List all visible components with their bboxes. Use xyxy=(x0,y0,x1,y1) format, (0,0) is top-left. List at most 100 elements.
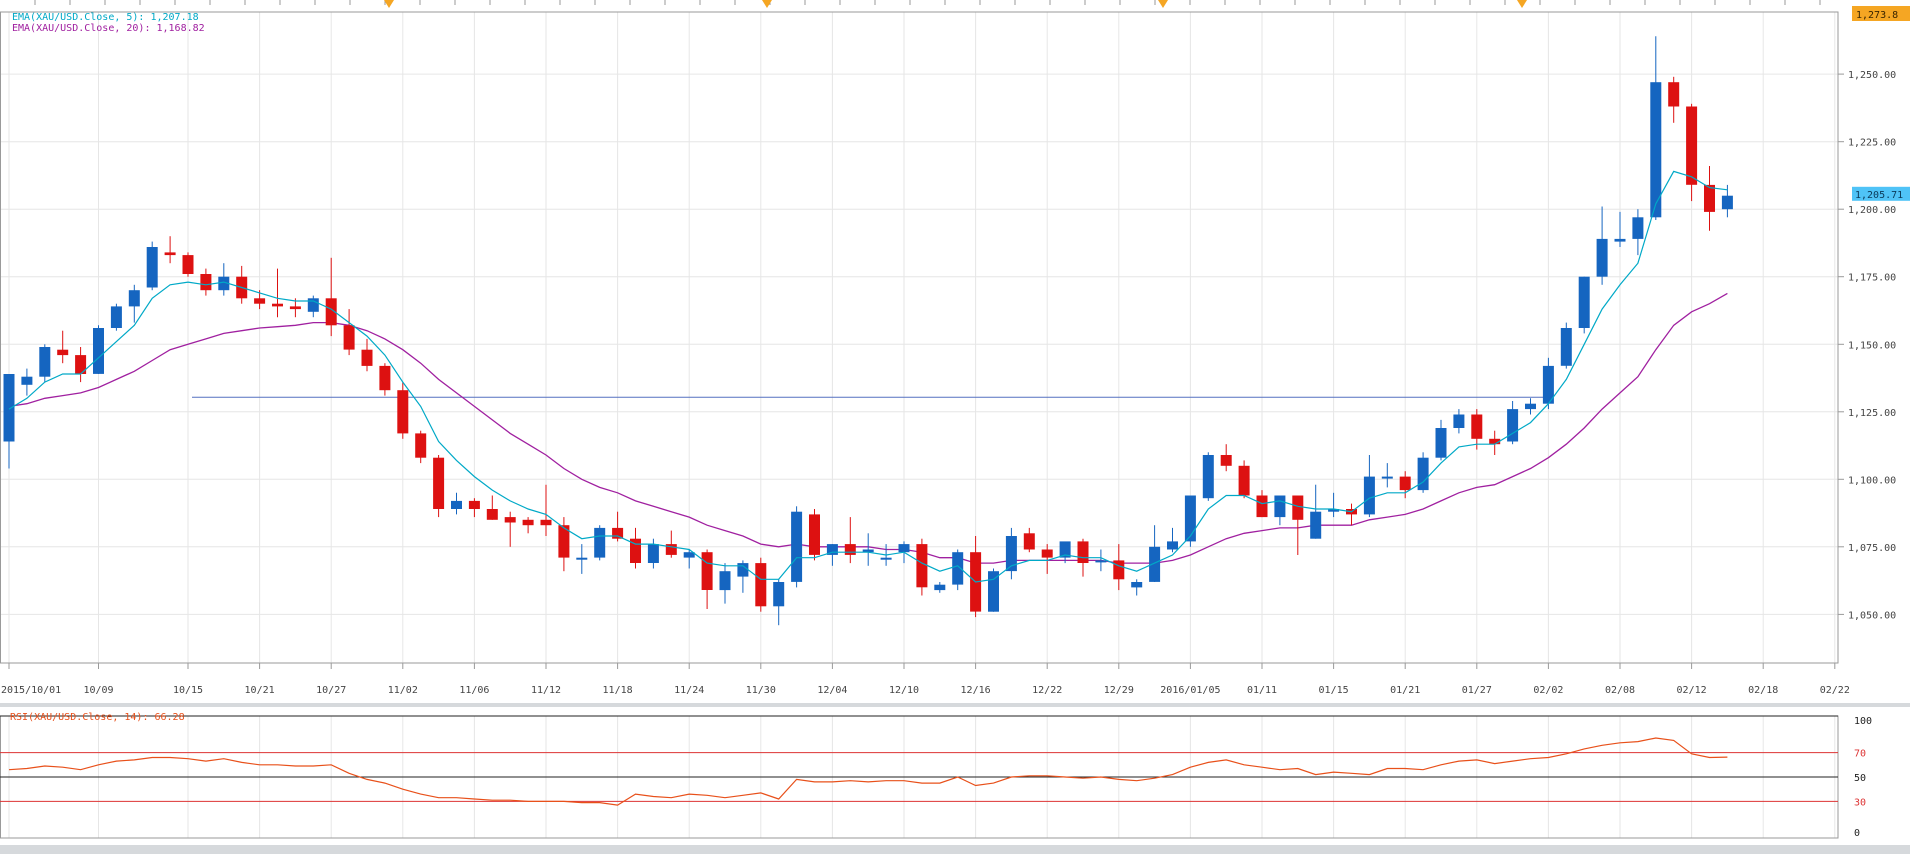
candle-body xyxy=(1668,82,1680,107)
candle-body xyxy=(1417,457,1429,491)
candle-body xyxy=(1149,546,1161,582)
candle-body xyxy=(665,544,677,555)
candle-body xyxy=(379,365,391,391)
candle-body xyxy=(594,527,606,558)
candle-17 xyxy=(307,295,319,318)
candle-body xyxy=(1686,106,1698,185)
candle-body xyxy=(1220,455,1232,466)
candle-body xyxy=(683,552,695,558)
candle-body xyxy=(988,571,999,612)
candle-body xyxy=(1650,82,1662,218)
candle-body xyxy=(307,298,319,312)
candle-body xyxy=(1131,582,1143,588)
candle-76 xyxy=(1363,455,1375,518)
candle-95 xyxy=(1704,166,1715,231)
candle-58 xyxy=(1041,544,1053,574)
candle-79 xyxy=(1417,452,1429,493)
candle-4 xyxy=(75,347,87,383)
candles-layer xyxy=(3,36,1733,626)
candle-body xyxy=(93,328,104,374)
candle-42 xyxy=(755,557,767,612)
candle-55 xyxy=(988,568,999,612)
candle-59 xyxy=(1059,541,1071,564)
candle-92 xyxy=(1650,36,1662,220)
candle-body xyxy=(809,514,820,555)
candle-body xyxy=(1041,549,1053,558)
candle-body xyxy=(898,544,910,553)
candle-body xyxy=(737,563,749,577)
candle-1 xyxy=(21,368,33,396)
candle-86 xyxy=(1542,357,1554,410)
candle-22 xyxy=(397,382,409,439)
rsi-line xyxy=(8,737,1728,806)
legend: EMA(XAU/USD.Close, 5): 1,207.18 EMA(XAU/… xyxy=(10,12,205,723)
candle-37 xyxy=(665,530,677,558)
candle-6 xyxy=(110,303,122,331)
candle-23 xyxy=(415,430,427,464)
candle-40 xyxy=(719,563,731,604)
candle-body xyxy=(146,247,158,288)
candle-36 xyxy=(647,538,659,569)
time-tick-label: 12/29 xyxy=(1104,685,1134,696)
candle-83 xyxy=(1489,430,1501,455)
candle-11 xyxy=(200,268,212,296)
legend-ema5: EMA(XAU/USD.Close, 5): 1,207.18 xyxy=(12,12,199,23)
candle-body xyxy=(39,347,51,377)
grid-layer xyxy=(0,12,1838,838)
candle-31 xyxy=(558,517,570,572)
candle-body xyxy=(361,349,373,366)
candle-63 xyxy=(1131,579,1143,596)
candle-body xyxy=(1489,438,1501,445)
candle-body xyxy=(1596,238,1608,277)
price-tick-label: 1,125.00 xyxy=(1848,408,1896,419)
candle-85 xyxy=(1525,398,1536,415)
candle-47 xyxy=(844,517,856,564)
candle-body xyxy=(1363,476,1375,515)
candle-body xyxy=(1095,560,1107,563)
time-tick-label: 11/06 xyxy=(459,685,489,696)
price-tick-label: 1,150.00 xyxy=(1848,340,1896,351)
candle-body xyxy=(1560,328,1572,366)
top-price-label: 1,273.8 xyxy=(1856,10,1898,21)
candle-35 xyxy=(630,527,641,569)
candle-13 xyxy=(236,265,248,304)
bottom-strip xyxy=(0,845,1910,854)
candle-body xyxy=(1721,195,1733,210)
candle-body xyxy=(1435,428,1447,458)
candle-89 xyxy=(1596,206,1608,285)
candle-body xyxy=(1310,511,1322,539)
candle-body xyxy=(110,306,122,328)
candle-80 xyxy=(1435,419,1447,461)
candle-66 xyxy=(1184,495,1196,547)
candle-body xyxy=(1507,409,1519,442)
candle-78 xyxy=(1399,471,1411,499)
rsi-axis-label: 70 xyxy=(1854,749,1866,760)
candle-body xyxy=(522,519,534,526)
time-tick-label: 10/21 xyxy=(245,685,275,696)
candle-body xyxy=(1632,217,1644,239)
candle-12 xyxy=(218,263,230,296)
candle-body xyxy=(397,390,409,434)
candle-body xyxy=(934,584,946,591)
candle-body xyxy=(1614,238,1626,242)
ema5-layer xyxy=(8,170,1728,583)
candle-body xyxy=(558,525,570,558)
candle-body xyxy=(647,544,659,563)
rsi-legend: RSI(XAU/USD.Close, 14): 66.28 xyxy=(10,712,185,723)
candle-77 xyxy=(1381,463,1393,488)
candle-43 xyxy=(773,579,785,626)
candle-body xyxy=(1381,476,1393,479)
candle-84 xyxy=(1507,401,1519,445)
candle-body xyxy=(1453,414,1465,428)
time-axis: 2015/10/01 10/09 10/15 10/21 10/27 11/02 11/06… xyxy=(1,663,1850,696)
candle-68 xyxy=(1220,444,1232,472)
candle-44 xyxy=(791,506,803,588)
price-tick-label: 1,225.00 xyxy=(1848,138,1896,149)
candle-57 xyxy=(1023,527,1035,553)
price-tick-label: 1,250.00 xyxy=(1848,70,1896,81)
price-axis: 1,050.00 1,075.00 1,100.00 1,125.00 1,150.00… xyxy=(1838,6,1910,621)
candle-74 xyxy=(1328,492,1340,518)
candle-body xyxy=(504,517,516,523)
candle-body xyxy=(451,500,462,509)
